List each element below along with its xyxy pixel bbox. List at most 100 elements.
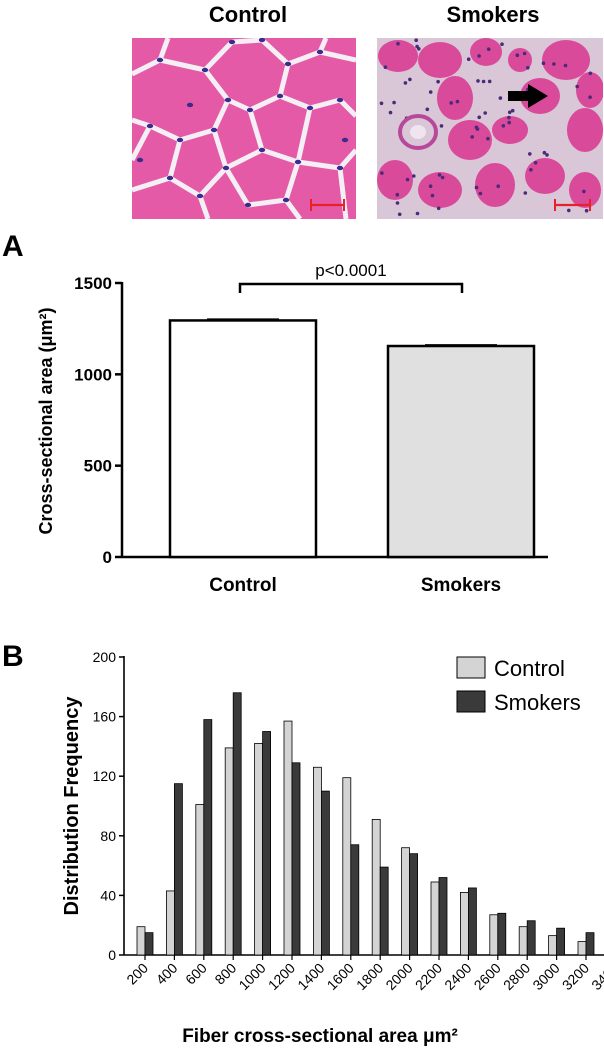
nucleus [425,107,430,112]
y-tick-label: 1000 [74,365,112,384]
y-tick-label: 200 [93,649,117,665]
nucleus [496,184,501,188]
nucleus [483,111,488,115]
nucleus [415,211,420,216]
nucleus [439,124,444,128]
histogram-bar-smokers [173,783,183,956]
x-tick-label: 400 [153,960,181,988]
nucleus [258,38,266,43]
y-tick-label: 0 [103,548,112,567]
histogram-bar-control [518,926,528,956]
nucleus [415,44,419,49]
x-tick-label: 3000 [529,960,562,993]
nucleus [515,53,520,57]
nucleus [244,202,252,208]
nucleus [481,79,486,84]
x-axis-label: Fiber cross-sectional area μm² [182,1026,458,1047]
histogram-bar-control [312,766,322,956]
histogram-bar-smokers [320,790,330,956]
histogram-bar-control [489,914,499,956]
nucleus [210,127,218,133]
histogram-bar-control [195,804,205,956]
nucleus [440,175,445,180]
control-micrograph-title: Control [209,2,287,27]
histogram-bar-smokers [379,866,389,956]
nucleus [542,150,547,155]
nucleus [507,115,511,120]
legend-label-control: Control [494,656,565,681]
nucleus [336,165,344,171]
x-tick-label: 200 [123,960,151,988]
x-tick-label: 2200 [412,960,445,993]
nucleus [470,135,475,139]
x-tick-label: 1400 [294,960,327,993]
nucleus [528,152,532,156]
nucleus [392,100,396,105]
nucleus [507,110,512,115]
nucleus [428,184,433,188]
y-tick-label: 40 [100,887,116,903]
nucleus [156,57,164,63]
histogram-bar-smokers [467,887,477,956]
histogram-bar-smokers [144,932,154,956]
legend: Control Smokers [456,656,581,715]
nucleus [408,77,412,82]
nucleus [282,197,290,203]
x-tick-label: 3200 [559,960,592,993]
histogram-bar-smokers [526,920,536,956]
nucleus [449,101,454,105]
nucleus [437,173,442,177]
muscle-fiber [567,108,603,152]
muscle-fiber [418,42,462,78]
nucleus [498,96,503,100]
nucleus [341,137,349,143]
y-axis-label: Distribution Frequency [61,696,83,916]
histogram-bar-control [254,743,264,956]
muscle-fiber [542,40,590,80]
nucleus [500,42,504,46]
histogram-bar-smokers [291,762,301,956]
nucleus [395,201,400,205]
histogram-bar-control [371,819,381,956]
nucleus [588,95,592,99]
x-tick-label: 800 [211,960,239,988]
muscle-fiber [576,72,603,108]
nucleus [222,165,230,171]
nucleus [541,61,546,65]
muscle-fiber [377,160,413,200]
histogram-bar-smokers [262,731,272,956]
nucleus [474,125,479,130]
histogram-bar-control [136,926,146,956]
y-tick-label: 120 [93,768,117,784]
nucleus [501,124,506,128]
nucleus [545,153,549,157]
nucleus [405,177,410,182]
y-tick-label: 80 [100,828,116,844]
nucleus [563,63,568,68]
muscle-fiber [448,120,492,160]
bar-smokers [386,344,536,559]
x-category-label: Smokers [421,575,501,596]
nucleus [380,171,384,175]
panel-label-a: A [2,230,24,263]
histogram-bar-smokers [232,692,242,956]
x-tick-label: 2400 [441,960,474,993]
significance-bracket [238,282,464,293]
y-axis-label: Cross-sectional area (μm²) [36,307,56,534]
legend-label-smokers: Smokers [494,690,581,715]
nucleus [507,120,512,125]
muscle-fiber [418,172,462,208]
muscle-fiber [378,40,418,72]
histogram-bar-smokers [556,927,565,956]
nucleus [146,123,154,129]
nucleus [477,54,481,58]
legend-swatch-control [456,656,486,679]
nucleus [396,41,400,46]
histogram-bar-control [224,747,234,956]
nucleus [186,102,194,108]
nucleus [588,71,593,76]
nucleus [466,57,471,61]
nucleus [246,107,254,113]
nucleus [584,208,589,213]
